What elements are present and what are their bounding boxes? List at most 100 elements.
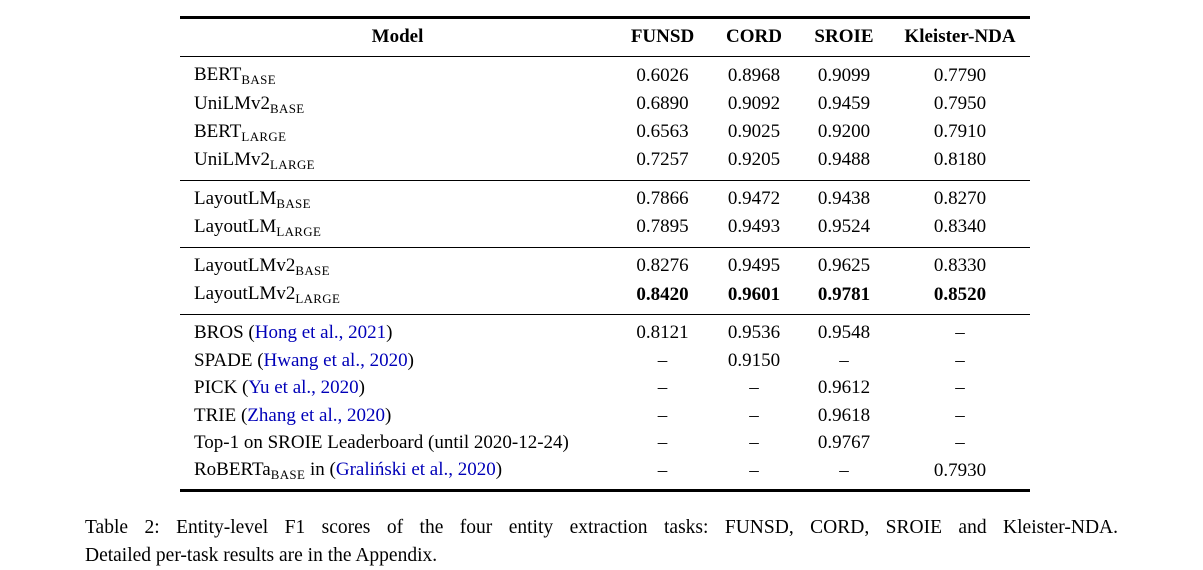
score-cell: 0.6563: [636, 120, 689, 142]
model-cell: UniLMv2BASE: [180, 91, 615, 119]
score-cell: 0.9092: [727, 92, 781, 114]
score-cell: 0.8270: [890, 179, 1030, 214]
table-caption: Table 2: Entity-level F1 scores of the f…: [85, 514, 1118, 569]
table-row: BERTBASE 0.6026 0.8968 0.9099 0.7790: [180, 57, 1030, 91]
model-text: LayoutLMv2: [194, 255, 296, 277]
score-cell: 0.9205: [727, 149, 781, 171]
column-header: SROIE: [798, 17, 890, 58]
score-cell: 0.7895: [636, 216, 689, 238]
citation-link[interactable]: Graliński et al., 2020: [335, 459, 496, 481]
score-cell: 0.7950: [933, 92, 987, 114]
score-cell: 0.9767: [817, 431, 871, 453]
header-row: Model FUNSD CORD SROIE Kleister-NDA: [180, 17, 1030, 58]
column-header: Kleister-NDA: [890, 17, 1030, 58]
score-cell: 0.8121: [615, 314, 710, 348]
caption-line-2: Detailed per-task results are in the App…: [85, 545, 438, 567]
model-cell: SPADE (Hwang et al., 2020): [180, 348, 615, 375]
score-cell: –: [955, 431, 965, 453]
citation-link[interactable]: Hwang et al., 2020: [263, 349, 408, 371]
citation-link[interactable]: Yu et al., 2020: [248, 377, 359, 399]
table-row: BROS (Hong et al., 2021) 0.8121 0.9536 0.95…: [180, 314, 1030, 348]
score-cell: 0.8340: [933, 216, 987, 238]
score-cell: –: [839, 349, 849, 371]
model-text: UniLMv2: [194, 92, 270, 114]
model-text: ): [386, 322, 393, 344]
table-row: UniLMv2BASE 0.6890 0.9092 0.9459 0.7950: [180, 91, 1030, 119]
score-cell: 0.6890: [636, 92, 689, 114]
score-cell: 0.8420: [636, 283, 689, 305]
model-text: BERT: [194, 64, 242, 86]
model-cell: PICK (Yu et al., 2020): [180, 375, 615, 402]
model-text: ): [495, 459, 503, 481]
table-row: LayoutLMv2BASE 0.8276 0.9495 0.9625 0.8330: [180, 247, 1030, 282]
model-text: LayoutLM: [194, 187, 277, 209]
column-header: FUNSD: [615, 17, 710, 58]
model-cell: Top-1 on SROIE Leaderboard (until 2020-1…: [180, 430, 615, 457]
model-cell: RoBERTaBASE in (Graliński et al., 2020): [180, 457, 615, 491]
model-subscript: BASE: [270, 100, 305, 116]
score-cell: 0.9625: [798, 247, 890, 282]
table-row: TRIE (Zhang et al., 2020) – – 0.9618 –: [180, 403, 1030, 430]
model-text: BROS (: [194, 322, 255, 344]
score-cell: –: [657, 349, 668, 371]
model-subscript: LARGE: [241, 128, 287, 144]
model-cell: LayoutLMv2LARGE: [180, 281, 615, 315]
score-cell: 0.9459: [817, 92, 871, 114]
table-row: LayoutLMv2LARGE 0.8420 0.9601 0.9781 0.8520: [180, 281, 1030, 315]
model-cell: BERTLARGE: [180, 119, 615, 147]
model-text: UniLMv2: [194, 148, 270, 170]
score-cell: 0.8180: [933, 149, 987, 171]
model-text: ): [385, 404, 392, 426]
model-cell: LayoutLMLARGE: [180, 214, 615, 248]
table-row: LayoutLMBASE 0.7866 0.9472 0.9438 0.8270: [180, 179, 1030, 214]
model-subscript: BASE: [241, 72, 276, 88]
score-cell: 0.9618: [817, 404, 871, 426]
score-cell: 0.9150: [727, 349, 781, 371]
citation-link[interactable]: Hong et al., 2021: [254, 322, 387, 344]
model-text: LayoutLMv2: [194, 283, 296, 305]
results-table: Model FUNSD CORD SROIE Kleister-NDA BERTBASE…: [180, 16, 1030, 493]
score-cell: 0.9472: [710, 179, 798, 214]
score-cell: –: [749, 431, 759, 453]
score-cell: 0.7930: [933, 459, 987, 481]
table-row: PICK (Yu et al., 2020) – – 0.9612 –: [180, 375, 1030, 402]
table-row: LayoutLMLARGE 0.7895 0.9493 0.9524 0.8340: [180, 214, 1030, 248]
model-subscript: LARGE: [295, 291, 341, 307]
model-text: in (: [305, 459, 336, 481]
score-cell: 0.9493: [727, 216, 781, 238]
score-cell: 0.9548: [798, 314, 890, 348]
model-text: LayoutLM: [194, 215, 277, 237]
score-cell: –: [657, 431, 668, 453]
model-text: TRIE (: [194, 404, 248, 426]
citation-link[interactable]: Zhang et al., 2020: [247, 404, 386, 426]
score-cell: 0.9025: [727, 120, 781, 142]
score-cell: 0.9495: [710, 247, 798, 282]
model-subscript: LARGE: [270, 156, 315, 172]
table-body: BERTBASE 0.6026 0.8968 0.9099 0.7790 UniLMv2B…: [180, 57, 1030, 491]
table-row: Top-1 on SROIE Leaderboard (until 2020-1…: [180, 430, 1030, 457]
score-cell: 0.8276: [615, 247, 710, 282]
score-cell: –: [955, 377, 965, 399]
score-cell: 0.7910: [933, 120, 987, 142]
model-text: RoBERTa: [194, 459, 271, 481]
score-cell: 0.9536: [710, 314, 798, 348]
score-cell: –: [839, 459, 849, 481]
score-cell: 0.9601: [727, 283, 781, 305]
score-cell: 0.9099: [817, 64, 871, 86]
model-text: ): [358, 377, 365, 399]
score-cell: –: [749, 377, 759, 399]
column-header: Model: [180, 17, 615, 58]
model-cell: LayoutLMBASE: [180, 179, 615, 214]
column-header: CORD: [710, 17, 798, 58]
score-cell: 0.7790: [933, 64, 987, 86]
score-cell: 0.9781: [817, 283, 871, 305]
model-cell: LayoutLMv2BASE: [180, 247, 615, 282]
table-row: RoBERTaBASE in (Graliński et al., 2020) –…: [180, 457, 1030, 491]
score-cell: 0.7257: [636, 149, 689, 171]
model-cell: BERTBASE: [180, 57, 615, 91]
score-cell: –: [657, 377, 668, 399]
score-cell: 0.9524: [817, 216, 871, 238]
model-subscript: BASE: [276, 195, 311, 211]
score-cell: 0.9200: [817, 120, 871, 142]
score-cell: 0.8520: [933, 283, 987, 305]
